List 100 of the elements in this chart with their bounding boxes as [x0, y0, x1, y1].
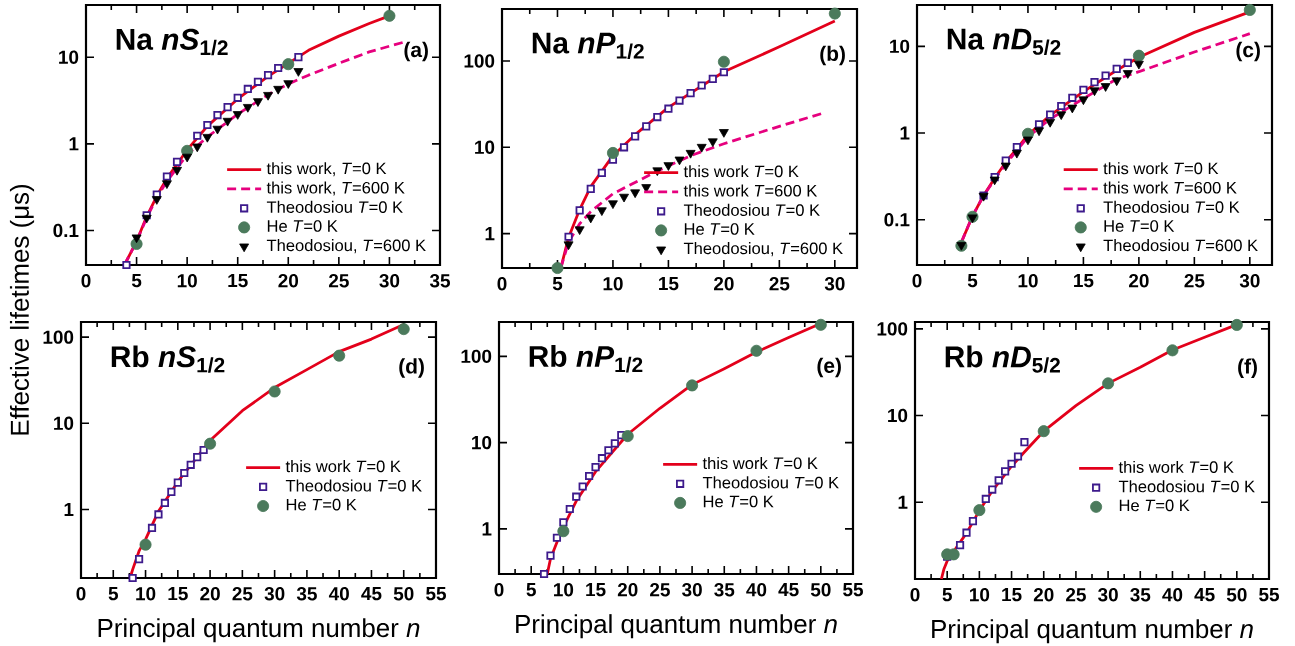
x-axis-title: Principal quantum number n [516, 614, 837, 639]
x-tick-label: 10 [1018, 274, 1038, 288]
x-tick-label: 20 [617, 583, 638, 597]
x-tick-label: 25 [769, 277, 790, 291]
x-tick-label: 5 [552, 277, 563, 291]
x-tick-label: 20 [1129, 274, 1149, 288]
x-tick-label: 5 [108, 587, 119, 601]
x-tick-label: 15 [228, 274, 248, 288]
y-tick-label: 100 [464, 54, 495, 68]
y-tick-label: 1 [69, 137, 79, 151]
y-tick-label: 10 [475, 140, 495, 155]
x-tick-label: 40 [746, 583, 767, 597]
x-tick-label: 35 [714, 583, 735, 597]
y-tick-label: 10 [59, 50, 79, 64]
y-tick-label: 1 [898, 495, 908, 509]
legend-label: He T=0 K [703, 495, 774, 508]
y-tick-label: 1 [482, 522, 492, 536]
legend-label: this work T=0 K [285, 460, 401, 473]
legend-label: He T=0 K [267, 220, 338, 232]
x-tick-label: 40 [1162, 588, 1183, 602]
x-tick-label: 45 [1194, 588, 1215, 602]
y-tick-label: 10 [54, 416, 74, 431]
x-tick-label: 15 [168, 587, 188, 601]
x-axis-title: Principal quantum number n [932, 619, 1253, 644]
text: Na nS$_{1/2}$ [116, 28, 228, 56]
y-tick-label: 100 [43, 330, 74, 344]
x-tick-label: 35 [1130, 588, 1151, 602]
x-tick-label: 5 [967, 274, 978, 288]
y-tick-label: 1 [64, 502, 74, 516]
x-tick-label: 10 [970, 588, 990, 602]
legend-label: Theodosiou, T=600 K [683, 242, 843, 257]
x-tick-label: 15 [659, 277, 679, 291]
x-tick-label: 35 [296, 587, 317, 601]
x-tick-label: 0 [910, 588, 920, 602]
y-tick-label: 10 [890, 39, 910, 54]
x-tick-label: 55 [1259, 588, 1279, 602]
x-tick-label: 45 [778, 583, 799, 597]
text: Na nD$_{5/2}$ [947, 28, 1061, 56]
y-tick-label: 1 [485, 227, 495, 241]
x-tick-label: 15 [1074, 274, 1094, 288]
annotation: (c) [1236, 41, 1260, 62]
legend-label: this work T=0 K [702, 456, 818, 470]
y-tick-label: 0.1 [884, 212, 910, 227]
annotation: (f) [1238, 358, 1257, 378]
x-tick-label: 20 [200, 587, 220, 601]
x-tick-label: 30 [379, 274, 400, 288]
legend-label: Theodosiou T=0 K [683, 203, 820, 216]
text: Rb nD$_{5/2}$ [945, 345, 1060, 373]
y-tick-label: 10 [888, 408, 908, 423]
x-tick-label: 10 [136, 587, 156, 601]
annotation: (a) [404, 41, 428, 62]
legend-label: this work T=600 K [683, 184, 818, 197]
x-tick-label: 45 [361, 587, 382, 601]
legend-label: Theodosiou T=0 K [266, 200, 403, 213]
annotation: (e) [817, 357, 841, 378]
y-tick-label: 10 [472, 435, 492, 450]
x-tick-label: 25 [650, 583, 670, 597]
x-tick-label: 0 [497, 277, 507, 291]
x-tick-label: 30 [1098, 588, 1118, 602]
x-tick-label: 55 [426, 587, 446, 601]
x-tick-label: 50 [1226, 588, 1247, 602]
y-axis-title: Effective lifetimes (μs) [9, 184, 35, 435]
legend-label: Theodosiou T=0 K [285, 479, 422, 492]
x-tick-label: 20 [278, 274, 299, 288]
x-tick-label: 55 [843, 583, 863, 597]
x-tick-label: 5 [131, 274, 142, 288]
legend-label: He T=0 K [1104, 220, 1175, 232]
x-tick-label: 15 [1002, 588, 1022, 602]
x-tick-label: 20 [1033, 588, 1054, 602]
x-tick-label: 5 [942, 588, 952, 602]
x-axis-title: Principal quantum number n [98, 618, 420, 643]
legend-label: this work, T=0 K [266, 162, 387, 177]
x-tick-label: 30 [824, 277, 845, 291]
x-tick-label: 50 [810, 583, 831, 597]
x-tick-label: 0 [81, 274, 91, 288]
x-tick-label: 25 [328, 274, 349, 288]
y-tick-label: 1 [900, 126, 910, 140]
text: Rb nP$_{1/2}$ [529, 345, 643, 373]
x-tick-label: 35 [429, 274, 450, 288]
legend-label: Theodosiou, T=600 K [266, 239, 426, 254]
y-tick-label: 0.1 [53, 223, 79, 238]
y-tick-label: 100 [877, 322, 908, 336]
legend-label: He T=0 K [286, 498, 357, 511]
x-tick-label: 15 [586, 583, 606, 597]
x-tick-label: 20 [714, 277, 734, 291]
legend-label: Theodosiou T=0 K [1103, 200, 1240, 213]
x-tick-label: 0 [494, 583, 504, 597]
legend-label: this work T=0 K [683, 165, 799, 178]
legend-label: He T=0 K [1119, 499, 1190, 512]
x-tick-label: 30 [1239, 274, 1260, 288]
text: Na nP$_{1/2}$ [532, 32, 644, 59]
legend-label: He T=0 K [684, 223, 755, 235]
x-tick-label: 0 [76, 587, 86, 601]
x-tick-label: 10 [177, 274, 197, 288]
x-tick-label: 40 [328, 587, 349, 601]
x-tick-label: 0 [912, 274, 922, 288]
legend-label: Theodosiou T=0 K [702, 476, 839, 489]
x-tick-label: 30 [682, 583, 702, 597]
annotation: (b) [820, 45, 845, 66]
y-tick-label: 100 [461, 349, 492, 364]
